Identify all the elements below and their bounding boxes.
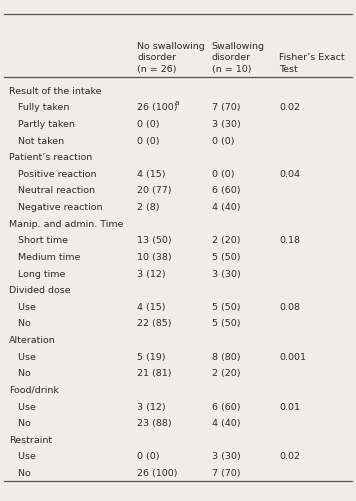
Text: 0 (0): 0 (0) xyxy=(212,169,234,178)
Text: 3 (30): 3 (30) xyxy=(212,451,241,460)
Text: 10 (38): 10 (38) xyxy=(137,253,172,262)
Text: 6 (60): 6 (60) xyxy=(212,186,240,195)
Text: Medium time: Medium time xyxy=(9,253,80,262)
Text: 13 (50): 13 (50) xyxy=(137,236,172,245)
Text: 5 (50): 5 (50) xyxy=(212,253,240,262)
Text: 0.02: 0.02 xyxy=(279,451,300,460)
Text: Use: Use xyxy=(9,352,36,361)
Text: 23 (88): 23 (88) xyxy=(137,418,172,427)
Text: 0.02: 0.02 xyxy=(279,103,300,112)
Text: No swallowing
disorder
(n = 26): No swallowing disorder (n = 26) xyxy=(137,42,205,74)
Text: 0 (0): 0 (0) xyxy=(137,136,159,145)
Text: 4 (40): 4 (40) xyxy=(212,418,240,427)
Text: Negative reaction: Negative reaction xyxy=(9,202,103,211)
Text: 22 (85): 22 (85) xyxy=(137,319,172,328)
Text: Alteration: Alteration xyxy=(9,335,56,344)
Text: No: No xyxy=(9,369,31,378)
Text: Neutral reaction: Neutral reaction xyxy=(9,186,95,195)
Text: No: No xyxy=(9,418,31,427)
Text: 26 (100): 26 (100) xyxy=(137,103,180,112)
Text: 26 (100): 26 (100) xyxy=(137,103,180,112)
Text: 0.01: 0.01 xyxy=(279,402,300,411)
Text: Fully taken: Fully taken xyxy=(9,103,69,112)
Text: Partly taken: Partly taken xyxy=(9,120,75,129)
Text: 20 (77): 20 (77) xyxy=(137,186,172,195)
Text: 7 (70): 7 (70) xyxy=(212,103,240,112)
Text: Fisher’s Exact
Test: Fisher’s Exact Test xyxy=(279,53,345,74)
Text: 8 (80): 8 (80) xyxy=(212,352,240,361)
Text: 0.08: 0.08 xyxy=(279,302,300,311)
Text: Swallowing
disorder
(n = 10): Swallowing disorder (n = 10) xyxy=(212,42,265,74)
Text: Long time: Long time xyxy=(9,269,65,278)
Text: Use: Use xyxy=(9,451,36,460)
Text: No: No xyxy=(9,468,31,477)
Text: Manip. and admin. Time: Manip. and admin. Time xyxy=(9,219,124,228)
Text: 3 (12): 3 (12) xyxy=(137,269,166,278)
Text: 0 (0): 0 (0) xyxy=(137,120,159,129)
Text: 0.001: 0.001 xyxy=(279,352,307,361)
Text: 4 (15): 4 (15) xyxy=(137,169,166,178)
Text: 3 (30): 3 (30) xyxy=(212,269,241,278)
Text: 5 (50): 5 (50) xyxy=(212,319,240,328)
Text: 2 (20): 2 (20) xyxy=(212,369,240,378)
Text: 4 (15): 4 (15) xyxy=(137,302,166,311)
Text: Not taken: Not taken xyxy=(9,136,64,145)
Text: 26 (100): 26 (100) xyxy=(137,468,178,477)
Text: Food/drink: Food/drink xyxy=(9,385,59,394)
Text: 2 (8): 2 (8) xyxy=(137,202,159,211)
Text: Short time: Short time xyxy=(9,236,68,245)
Text: Divided dose: Divided dose xyxy=(9,286,70,295)
Text: Positive reaction: Positive reaction xyxy=(9,169,96,178)
Text: 3 (12): 3 (12) xyxy=(137,402,166,411)
Text: Patient’s reaction: Patient’s reaction xyxy=(9,153,92,162)
Text: 7 (70): 7 (70) xyxy=(212,468,240,477)
Text: Result of the intake: Result of the intake xyxy=(9,87,101,96)
Text: 0 (0): 0 (0) xyxy=(212,136,234,145)
Text: Use: Use xyxy=(9,302,36,311)
Text: 5 (19): 5 (19) xyxy=(137,352,166,361)
Text: No: No xyxy=(9,319,31,328)
Text: 0 (0): 0 (0) xyxy=(137,451,159,460)
Text: 3 (30): 3 (30) xyxy=(212,120,241,129)
Text: 5 (50): 5 (50) xyxy=(212,302,240,311)
Text: 4 (40): 4 (40) xyxy=(212,202,240,211)
Text: Use: Use xyxy=(9,402,36,411)
Text: a: a xyxy=(174,100,179,106)
Text: 2 (20): 2 (20) xyxy=(212,236,240,245)
Text: 0.04: 0.04 xyxy=(279,169,300,178)
Text: 21 (81): 21 (81) xyxy=(137,369,172,378)
Text: 6 (60): 6 (60) xyxy=(212,402,240,411)
Text: 0.18: 0.18 xyxy=(279,236,300,245)
Text: Restraint: Restraint xyxy=(9,435,52,444)
